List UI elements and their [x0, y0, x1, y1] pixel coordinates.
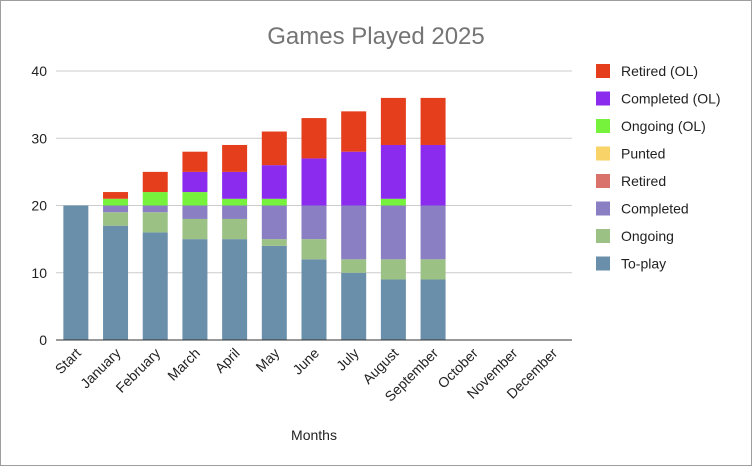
bar-segment-to-play: [142, 232, 168, 340]
bar-segment-retired-ol: [103, 192, 129, 199]
x-tick-label: June: [289, 345, 322, 378]
bar-segment-ongoing: [420, 259, 446, 280]
bar-segment-completed-ol: [301, 158, 327, 206]
bar-segment-completed: [261, 205, 287, 240]
bar-segment-ongoing: [301, 239, 327, 260]
bar-segment-ongoing-ol: [142, 192, 168, 206]
legend-swatch: [596, 174, 610, 188]
bar-segment-completed: [341, 205, 367, 260]
bar-segment-ongoing-ol: [261, 198, 287, 206]
bar-segment-to-play: [261, 245, 287, 340]
x-tick-label: April: [212, 345, 243, 376]
legend-swatch: [596, 256, 610, 271]
legend-swatch: [596, 119, 610, 133]
bar-segment-ongoing: [103, 212, 129, 226]
bar-segment-ongoing: [222, 218, 248, 240]
bar-segment-completed: [182, 205, 208, 219]
legend-swatch: [596, 146, 610, 161]
bar-segment-ongoing-ol: [182, 192, 208, 206]
bars: [63, 97, 446, 340]
bar-segment-to-play: [182, 239, 208, 340]
bar-segment-to-play: [63, 205, 89, 340]
bar-segment-completed: [380, 205, 406, 260]
x-tick-label: May: [252, 345, 282, 375]
legend-label: Ongoing: [621, 228, 674, 244]
bar-segment-retired-ol: [301, 118, 327, 159]
bar-segment-ongoing: [182, 218, 208, 240]
bar-segment-to-play: [301, 259, 327, 340]
bar-segment-to-play: [222, 239, 248, 340]
bar-segment-completed-ol: [380, 144, 406, 199]
legend-swatch: [596, 91, 610, 106]
bar-segment-completed: [142, 205, 168, 213]
legend-swatch: [596, 229, 610, 243]
legend-label: Completed (OL): [621, 91, 721, 107]
legend-swatch: [596, 64, 610, 78]
bar-segment-ongoing: [341, 259, 367, 273]
y-tick-label: 0: [39, 332, 47, 348]
legend-label: Retired (OL): [621, 63, 698, 79]
bar-segment-retired-ol: [142, 171, 168, 193]
bar-segment-completed-ol: [222, 171, 248, 199]
legend-label: Punted: [621, 146, 665, 162]
bar-segment-ongoing-ol: [103, 198, 129, 206]
x-axis-title: Months: [291, 427, 337, 443]
bar-segment-retired-ol: [420, 97, 446, 145]
bar-segment-to-play: [341, 272, 367, 340]
bar-segment-completed: [103, 205, 129, 213]
y-tick-label: 10: [31, 265, 47, 281]
bar-segment-ongoing: [380, 259, 406, 280]
bar-segment-completed: [222, 205, 248, 219]
bar-segment-ongoing-ol: [380, 198, 406, 206]
legend: Retired (OL) Completed (OL) Ongoing (OL) Pu…: [596, 63, 721, 272]
bar-segment-ongoing: [142, 212, 168, 233]
chart-title: Games Played 2025: [267, 23, 484, 50]
legend-label: Completed: [621, 201, 689, 217]
legend-label: Ongoing (OL): [621, 118, 706, 134]
y-tick-label: 30: [31, 130, 47, 146]
legend-label: To-play: [621, 256, 666, 272]
bar-segment-completed: [301, 205, 327, 240]
x-tick-label: July: [333, 345, 362, 374]
bar-segment-retired-ol: [341, 111, 367, 152]
bar-segment-completed-ol: [420, 144, 446, 206]
y-axis-ticks: 0 10 20 30 40: [31, 63, 47, 348]
bar-segment-retired-ol: [261, 131, 287, 166]
bar-segment-retired-ol: [222, 144, 248, 172]
bar-segment-ongoing-ol: [222, 198, 248, 206]
bar-segment-to-play: [103, 225, 129, 340]
bar-segment-completed-ol: [261, 165, 287, 199]
bar-segment-to-play: [420, 279, 446, 340]
bar-segment-completed-ol: [182, 171, 208, 193]
legend-label: Retired: [621, 173, 666, 189]
x-tick-label: February: [112, 345, 163, 396]
bar-segment-to-play: [380, 279, 406, 340]
bar-segment-ongoing: [261, 239, 287, 246]
legend-swatch: [596, 201, 610, 216]
y-tick-label: 20: [31, 198, 47, 214]
x-tick-label: March: [164, 345, 203, 384]
bar-segment-retired-ol: [182, 151, 208, 172]
x-tick-label: Start: [52, 345, 84, 377]
bar-segment-retired-ol: [380, 97, 406, 145]
y-tick-label: 40: [31, 63, 47, 79]
bar-segment-completed: [420, 205, 446, 260]
bar-segment-completed-ol: [341, 151, 367, 206]
